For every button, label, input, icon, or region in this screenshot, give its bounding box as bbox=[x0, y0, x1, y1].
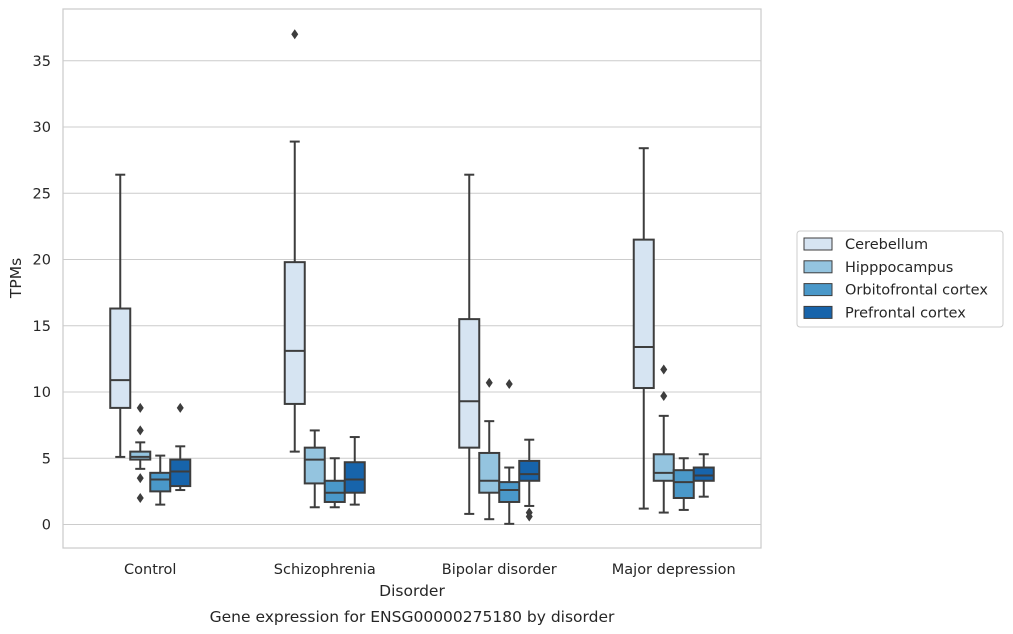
box bbox=[652, 453, 675, 482]
box-plot bbox=[323, 457, 346, 509]
chart-caption: Gene expression for ENSG00000275180 by d… bbox=[210, 608, 615, 626]
box bbox=[129, 450, 152, 461]
box bbox=[458, 318, 481, 449]
x-tick-label: Major depression bbox=[612, 562, 736, 578]
box-plot bbox=[149, 454, 172, 506]
box-plot bbox=[498, 379, 521, 525]
outlier-point bbox=[660, 390, 668, 401]
box-plots bbox=[109, 29, 715, 525]
outlier-point bbox=[485, 377, 493, 388]
legend-frame bbox=[796, 230, 1004, 328]
box-plot bbox=[478, 377, 501, 521]
x-tick-label: Schizophrenia bbox=[274, 562, 376, 578]
box-plot bbox=[283, 29, 306, 453]
box bbox=[632, 238, 655, 390]
y-tick-label: 5 bbox=[42, 451, 51, 467]
outlier-point bbox=[525, 511, 533, 522]
x-axis-label: Disorder bbox=[379, 582, 445, 600]
box bbox=[343, 461, 366, 494]
box bbox=[283, 261, 306, 405]
outlier-point bbox=[136, 493, 144, 503]
x-tick-label: Control bbox=[124, 562, 176, 578]
legend-label: Hipppocampus bbox=[845, 260, 953, 276]
legend-label: Cerebellum bbox=[845, 237, 928, 253]
x-tick-labels: Control Schizophrenia Bipolar disorder Majo… bbox=[124, 562, 736, 578]
box bbox=[109, 307, 132, 409]
legend-swatch bbox=[803, 305, 833, 319]
legend: Cerebellum Hipppocampus Orbitofrontal cort… bbox=[796, 230, 1004, 328]
outlier-point bbox=[136, 425, 144, 436]
y-axis-label: TPMs bbox=[7, 258, 25, 299]
box bbox=[478, 451, 501, 494]
box-plot bbox=[672, 457, 695, 511]
box-plot bbox=[652, 364, 675, 514]
outlier-point bbox=[136, 402, 144, 413]
outlier-point bbox=[176, 402, 184, 413]
y-tick-label: 0 bbox=[42, 518, 51, 534]
box bbox=[169, 458, 192, 488]
legend-label: Orbitofrontal cortex bbox=[845, 283, 988, 299]
x-tick-label: Bipolar disorder bbox=[442, 562, 557, 578]
legend-swatch bbox=[803, 260, 833, 274]
y-tick-label: 25 bbox=[33, 186, 51, 202]
box-plot bbox=[109, 173, 132, 458]
box bbox=[672, 469, 695, 499]
legend-label: Prefrontal cortex bbox=[845, 305, 966, 321]
box-plot bbox=[692, 453, 715, 498]
box-plot bbox=[169, 402, 192, 492]
y-tick-label: 10 bbox=[33, 385, 51, 401]
box-plot bbox=[632, 147, 655, 510]
box-plot bbox=[303, 429, 326, 509]
legend-swatch bbox=[803, 283, 833, 297]
y-tick-label: 30 bbox=[33, 120, 51, 136]
y-tick-label: 35 bbox=[33, 54, 51, 70]
box-plot bbox=[343, 436, 366, 506]
box-plot bbox=[518, 438, 541, 522]
box-plot bbox=[458, 173, 481, 515]
box bbox=[518, 459, 541, 482]
y-tick-labels: 0 5 10 15 20 25 30 35 bbox=[33, 54, 51, 534]
y-tick-label: 15 bbox=[33, 319, 51, 335]
box-plot bbox=[129, 402, 152, 503]
outlier-point bbox=[291, 29, 299, 40]
y-tick-label: 20 bbox=[33, 253, 51, 269]
box bbox=[323, 479, 346, 503]
box bbox=[692, 466, 715, 482]
outlier-point bbox=[136, 473, 144, 484]
outlier-point bbox=[505, 379, 513, 390]
legend-swatch bbox=[803, 237, 833, 251]
plot-frame bbox=[62, 8, 762, 549]
box bbox=[303, 446, 326, 485]
outlier-point bbox=[660, 364, 668, 375]
box bbox=[149, 471, 172, 493]
box bbox=[498, 481, 521, 503]
